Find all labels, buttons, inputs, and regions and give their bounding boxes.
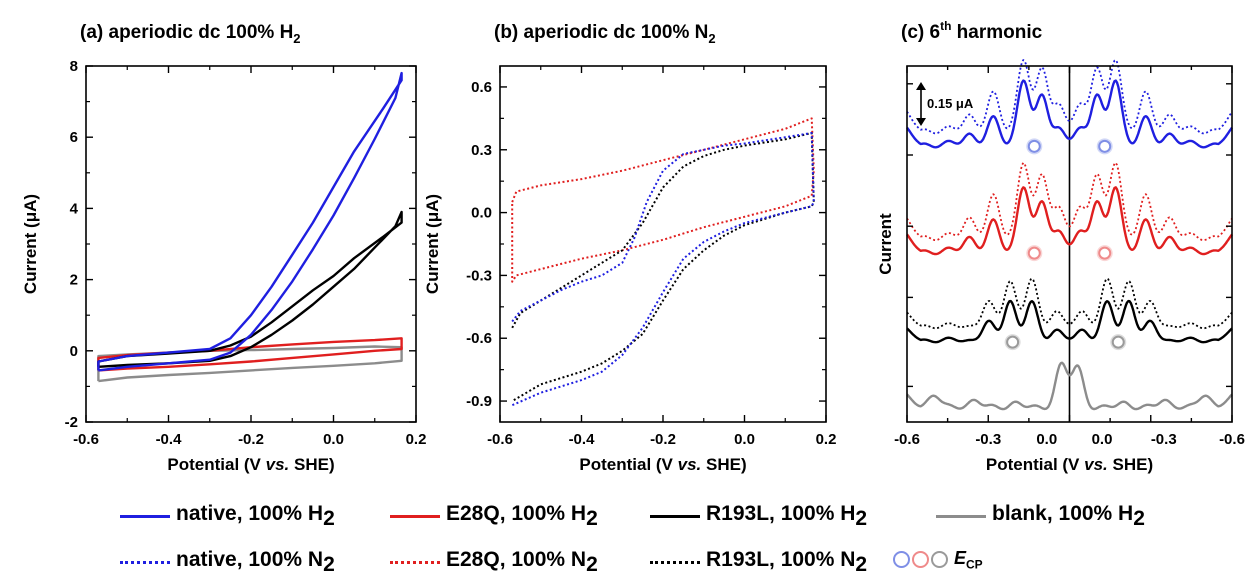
legend-swatch (650, 515, 700, 518)
y-tick-label: 6 (70, 129, 78, 146)
x-axis-label-1: Potential (V vs. SHE) (579, 455, 746, 474)
x-tick-label: 0.0 (1036, 431, 1057, 448)
x-tick-label: 0.2 (816, 431, 837, 448)
harmonic-series-e28q-100-n2 (906, 161, 1233, 242)
x-tick-label: -0.6 (73, 431, 99, 448)
panel-title-0: (a) aperiodic dc 100% H2 (80, 22, 301, 46)
legend-label: native, 100% H2 (176, 502, 335, 530)
legend-swatch (390, 515, 440, 518)
scale-bar-arrow-up (916, 82, 926, 90)
y-axis-label-0: Current (μA) (21, 194, 40, 294)
x-tick-label: -0.4 (156, 431, 183, 448)
harmonic-series-native-100-n2 (906, 59, 1233, 135)
x-tick-label: 0.0 (734, 431, 755, 448)
y-tick-label: 4 (70, 200, 79, 217)
legend-label: E28Q, 100% H2 (446, 502, 598, 530)
y-axis-label-1: Current (μA) (423, 194, 442, 294)
y-tick-label: 0.3 (471, 142, 492, 159)
panel-title-2: (c) 6th harmonic (901, 19, 1043, 43)
legend-label: R193L, 100% N2 (706, 548, 868, 576)
ecp-marker (1098, 139, 1112, 153)
series-line-r193l-100-h2 (97, 210, 403, 368)
x-tick-label: 0.2 (406, 431, 427, 448)
ecp-marker (1098, 246, 1112, 260)
legend-swatch (650, 561, 700, 564)
legend-swatch (120, 515, 170, 518)
ecp-marker (1027, 139, 1041, 153)
x-axis-label-2: Potential (V vs. SHE) (986, 455, 1153, 474)
legend-item: blank, 100% H2 (936, 502, 1145, 531)
ecp-marker (1006, 335, 1020, 349)
y-axis-label-2: Current (876, 213, 895, 275)
ecp-legend-circle (893, 551, 910, 569)
x-tick-label: -0.6 (1219, 431, 1245, 448)
harmonic-series-e28q-100-h2 (906, 186, 1233, 256)
x-tick-label: -0.6 (894, 431, 920, 448)
series-line-r193l-100-n2 (511, 132, 815, 402)
legend-item-ecp: ECP (893, 548, 983, 572)
y-tick-label: -0.6 (466, 330, 492, 347)
y-tick-label: -0.3 (466, 267, 492, 284)
legend-item: R193L, 100% N2 (650, 548, 867, 577)
legend-item: native, 100% N2 (120, 548, 335, 577)
scale-bar-arrow-down (916, 118, 926, 126)
x-tick-label: -0.2 (650, 431, 676, 448)
series-line-native-100-h2 (97, 71, 403, 372)
legend-item: native, 100% H2 (120, 502, 335, 531)
plot-frame-1 (499, 65, 827, 423)
y-tick-label: -0.9 (466, 393, 492, 410)
x-tick-label: -0.2 (238, 431, 264, 448)
y-tick-label: -2 (65, 414, 78, 431)
scale-bar-label: 0.15 μA (927, 96, 974, 111)
series-line-e28q-100-n2 (511, 117, 815, 283)
legend-label: blank, 100% H2 (992, 502, 1145, 530)
ecp-legend-circle (912, 551, 929, 569)
x-tick-label: -0.3 (1151, 431, 1177, 448)
harmonic-series-blank-100-h2 (906, 361, 1233, 411)
x-axis-label-0: Potential (V vs. SHE) (167, 455, 334, 474)
legend-swatch (120, 561, 170, 564)
legend-item: E28Q, 100% H2 (390, 502, 598, 531)
harmonic-series-r193l-100-h2 (906, 299, 1233, 344)
ecp-marker (1027, 246, 1041, 260)
y-tick-label: 0.6 (471, 79, 492, 96)
x-tick-label: -0.4 (569, 431, 596, 448)
legend-item: R193L, 100% H2 (650, 502, 867, 531)
series-line-native-100-n2 (511, 132, 815, 407)
legend-swatch (390, 561, 440, 564)
y-tick-label: 0 (70, 343, 78, 360)
panel-title-1: (b) aperiodic dc 100% N2 (494, 22, 716, 46)
x-tick-label: -0.3 (975, 431, 1001, 448)
y-tick-label: 8 (70, 58, 78, 75)
y-tick-label: 0.0 (471, 205, 492, 222)
harmonic-series-native-100-h2 (906, 79, 1233, 149)
legend-item: E28Q, 100% N2 (390, 548, 598, 577)
legend-label: native, 100% N2 (176, 548, 335, 576)
x-tick-label: 0.0 (323, 431, 344, 448)
legend-swatch (936, 515, 986, 518)
y-tick-label: 2 (70, 272, 78, 289)
legend-label: E28Q, 100% N2 (446, 548, 598, 576)
ecp-marker (1111, 335, 1125, 349)
x-tick-label: 0.0 (1092, 431, 1113, 448)
legend-label: R193L, 100% H2 (706, 502, 868, 530)
ecp-legend-circle (931, 551, 948, 569)
ecp-legend-label: ECP (954, 548, 983, 572)
x-tick-label: -0.6 (487, 431, 513, 448)
